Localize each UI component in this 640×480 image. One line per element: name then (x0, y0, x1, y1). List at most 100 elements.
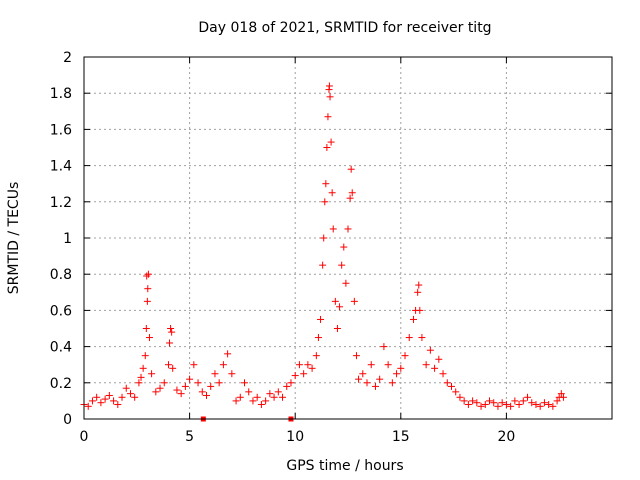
data-point (415, 281, 423, 289)
data-point (346, 194, 354, 202)
data-point (405, 334, 413, 342)
data-point (342, 279, 350, 287)
data-point (253, 393, 261, 401)
data-point (181, 382, 189, 390)
data-point (469, 397, 477, 405)
data-point (511, 397, 519, 405)
data-point (486, 397, 494, 405)
data-point (215, 379, 223, 387)
data-point (443, 379, 451, 387)
y-tick-label: 0.6 (50, 303, 72, 319)
data-point (177, 390, 185, 398)
data-point (344, 225, 352, 233)
data-point (114, 401, 122, 409)
data-point (350, 297, 358, 305)
data-point (371, 382, 379, 390)
data-point (338, 261, 346, 269)
data-point (384, 361, 392, 369)
data-point (283, 382, 291, 390)
data-point (321, 198, 329, 206)
data-point (312, 352, 320, 360)
data-point (524, 393, 532, 401)
data-point (143, 297, 151, 305)
data-point (156, 384, 164, 392)
data-point (435, 355, 443, 363)
data-point (232, 397, 240, 405)
data-point (328, 189, 336, 197)
data-point (340, 243, 348, 251)
y-tick-label: 0.8 (50, 267, 72, 283)
data-point (194, 379, 202, 387)
data-point (207, 382, 215, 390)
data-point (331, 297, 339, 305)
data-point (540, 399, 548, 407)
data-point (148, 370, 156, 378)
data-point (266, 390, 274, 398)
grid-layer (84, 57, 612, 419)
data-point (164, 361, 172, 369)
data-point (447, 382, 455, 390)
data-point (502, 401, 510, 409)
data-point (324, 113, 332, 121)
data-point (473, 399, 481, 407)
data-point (477, 402, 485, 410)
data-point (481, 401, 489, 409)
data-point (141, 352, 149, 360)
data-point (270, 393, 278, 401)
data-point (426, 346, 434, 354)
data-point (352, 352, 360, 360)
data-point (401, 352, 409, 360)
data-point (320, 234, 328, 242)
data-point (367, 361, 375, 369)
data-point (498, 399, 506, 407)
x-tick-label: 15 (392, 429, 410, 445)
data-point (97, 399, 105, 407)
x-axis-title: GPS time / hours (286, 458, 403, 474)
data-point (236, 393, 244, 401)
data-point (416, 306, 424, 314)
data-point (241, 379, 249, 387)
data-point (167, 325, 175, 332)
data-point (143, 272, 151, 280)
data-point (126, 390, 134, 398)
data-point (173, 386, 181, 394)
data-point (295, 361, 303, 369)
chart-title: Day 018 of 2021, SRMTID for receiver tit… (198, 20, 491, 36)
data-point (262, 397, 270, 405)
data-point (559, 393, 567, 401)
data-point (397, 364, 405, 372)
y-tick-label: 2 (63, 50, 72, 66)
data-point (452, 388, 460, 396)
data-point (186, 375, 194, 383)
plot-frame (83, 56, 613, 420)
data-point (152, 388, 160, 396)
data-point (144, 270, 152, 278)
data-point (131, 393, 139, 401)
data-point (464, 401, 472, 409)
data-point (422, 361, 430, 369)
data-point (110, 397, 118, 405)
data-point (347, 165, 355, 173)
data-point (122, 384, 130, 392)
data-point (314, 334, 322, 342)
data-point (202, 391, 210, 399)
y-tick-label: 0 (63, 412, 72, 428)
data-point (160, 379, 168, 387)
data-point (409, 315, 417, 323)
tick-layer: 00.20.40.60.811.21.41.61.820 5 10 15 20 (50, 50, 612, 445)
data-point (549, 402, 557, 410)
data-point (494, 402, 502, 410)
data-point (553, 397, 561, 405)
data-point (257, 401, 265, 409)
data-point (545, 401, 553, 409)
data-point (166, 339, 174, 347)
data-point (319, 261, 327, 269)
y-axis-title: SRMTID / TECUs (6, 182, 22, 295)
data-point (137, 373, 145, 381)
x-tick-label: 20 (497, 429, 515, 445)
data-point (291, 372, 299, 380)
data-point (139, 364, 147, 372)
data-point (359, 370, 367, 378)
y-tick-label: 0.4 (50, 340, 72, 356)
data-point (336, 303, 344, 311)
